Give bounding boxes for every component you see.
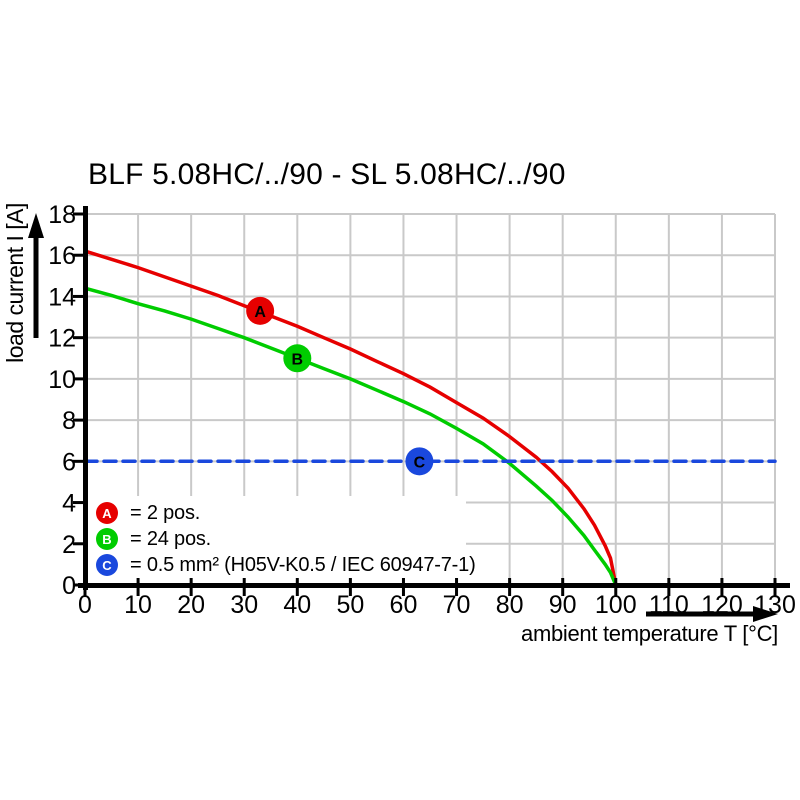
x-tick-label-20: 20 [177, 591, 205, 619]
x-tick-label-80: 80 [496, 591, 524, 619]
y-tick-label-4: 4 [62, 490, 76, 518]
marker-layer: A B C [246, 296, 434, 476]
y-tick-label-12: 12 [48, 325, 76, 353]
x-tick-label-50: 50 [336, 591, 364, 619]
legend-item-a: A = 2 pos. [96, 502, 476, 524]
y-tick-label-16: 16 [48, 242, 76, 270]
y-axis-arrow-icon [28, 213, 44, 338]
x-tick-label-10: 10 [124, 591, 152, 619]
x-tick-label-90: 90 [549, 591, 577, 619]
legend-marker-c-icon: C [96, 554, 118, 576]
chart-legend: A = 2 pos. B = 24 pos. C = 0.5 mm² (H05V… [96, 502, 476, 580]
y-tick-label-6: 6 [62, 448, 76, 476]
y-tick-label-18: 18 [48, 201, 76, 229]
curve-marker-C-label: C [414, 454, 426, 471]
legend-backdrop [88, 496, 466, 583]
curve-marker-A-label: A [254, 304, 266, 321]
curve-marker-A: A [246, 296, 275, 325]
x-tick-label-30: 30 [230, 591, 258, 619]
y-tick-label-8: 8 [62, 407, 76, 435]
curve-marker-A-circle [246, 296, 275, 325]
x-axis-title: ambient temperature T [°C] [521, 621, 778, 646]
x-axis-arrow-icon [646, 606, 778, 622]
curve-A [83, 249, 618, 587]
legend-item-b: B = 24 pos. [96, 528, 476, 550]
chart-title: BLF 5.08HC/../90 - SL 5.08HC/../90 [88, 158, 566, 191]
legend-marker-a-icon: A [96, 502, 118, 524]
x-tick-label-0: 0 [78, 591, 92, 619]
y-tick-label-0: 0 [62, 572, 76, 600]
x-tick-label-100: 100 [595, 591, 637, 619]
curve-marker-C: C [405, 447, 434, 476]
curve-B [83, 286, 618, 587]
y-tick-label-2: 2 [62, 531, 76, 559]
curve-marker-B-circle [283, 344, 312, 373]
y-tick-label-10: 10 [48, 366, 76, 394]
y-axis-title: load current I [A] [2, 203, 28, 363]
legend-marker-b-icon: B [96, 528, 118, 550]
y-tick-label-14: 14 [48, 283, 76, 311]
axes [78, 206, 790, 590]
x-tick-label-60: 60 [390, 591, 418, 619]
legend-item-c: C = 0.5 mm² (H05V-K0.5 / IEC 60947-7-1) [96, 554, 476, 576]
curve-marker-B: B [283, 344, 312, 373]
x-tick-label-70: 70 [443, 591, 471, 619]
legend-label-b: = 24 pos. [130, 527, 212, 550]
legend-label-c: = 0.5 mm² (H05V-K0.5 / IEC 60947-7-1) [130, 553, 476, 576]
legend-label-a: = 2 pos. [130, 501, 201, 524]
curve-marker-C-circle [405, 447, 434, 476]
curve-marker-B-label: B [292, 351, 304, 368]
x-tick-label-40: 40 [283, 591, 311, 619]
